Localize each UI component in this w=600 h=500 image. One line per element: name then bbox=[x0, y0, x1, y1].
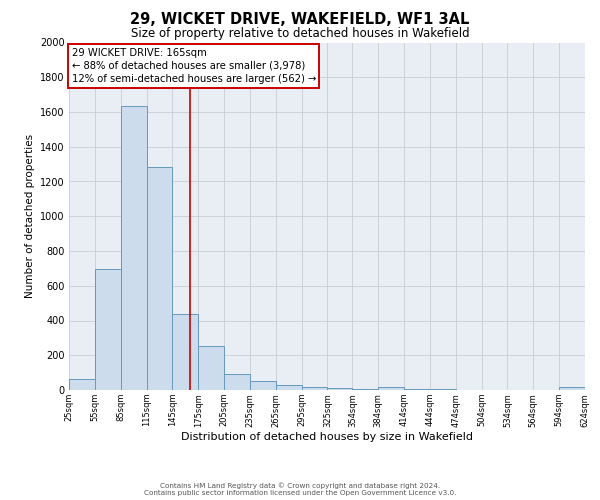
Text: Size of property relative to detached houses in Wakefield: Size of property relative to detached ho… bbox=[131, 28, 469, 40]
Bar bbox=[430, 389, 456, 390]
Bar bbox=[276, 385, 302, 390]
Bar bbox=[95, 269, 121, 390]
Text: 29, WICKET DRIVE, WAKEFIELD, WF1 3AL: 29, WICKET DRIVE, WAKEFIELD, WF1 3AL bbox=[130, 12, 470, 28]
Text: Contains HM Land Registry data © Crown copyright and database right 2024.: Contains HM Land Registry data © Crown c… bbox=[160, 482, 440, 489]
Bar bbox=[352, 389, 378, 390]
Bar bbox=[172, 314, 198, 390]
Text: 29 WICKET DRIVE: 165sqm
← 88% of detached houses are smaller (3,978)
12% of semi: 29 WICKET DRIVE: 165sqm ← 88% of detache… bbox=[71, 48, 316, 84]
Bar bbox=[250, 382, 276, 390]
Bar bbox=[146, 166, 172, 390]
Bar bbox=[69, 378, 95, 390]
Bar bbox=[404, 389, 430, 390]
Y-axis label: Number of detached properties: Number of detached properties bbox=[25, 134, 35, 298]
X-axis label: Distribution of detached houses by size in Wakefield: Distribution of detached houses by size … bbox=[181, 432, 473, 442]
Bar bbox=[224, 374, 250, 390]
Bar bbox=[198, 346, 224, 390]
Bar bbox=[121, 106, 146, 390]
Bar bbox=[302, 386, 328, 390]
Text: Contains public sector information licensed under the Open Government Licence v3: Contains public sector information licen… bbox=[144, 490, 456, 496]
Bar bbox=[378, 388, 404, 390]
Bar bbox=[328, 388, 352, 390]
Bar bbox=[559, 388, 585, 390]
